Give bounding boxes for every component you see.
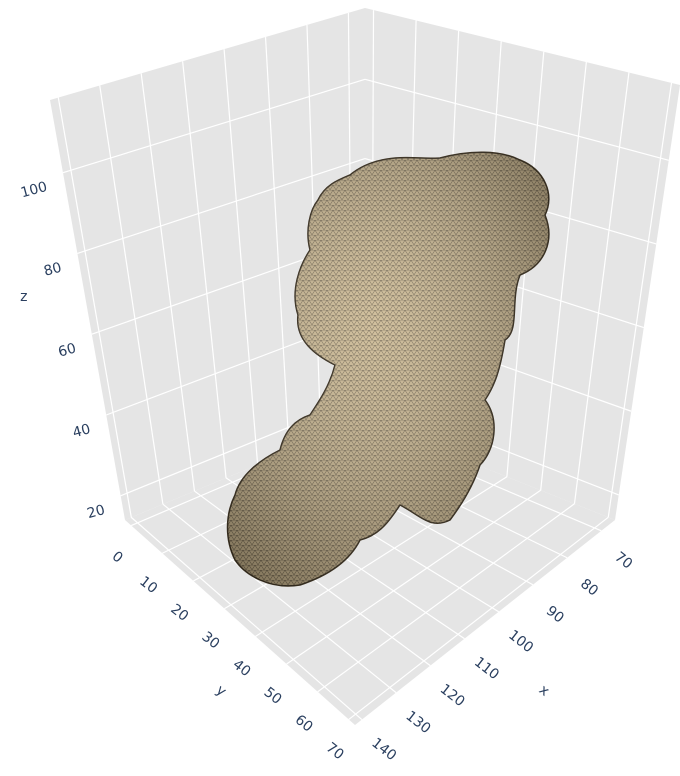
z-tick-label: 40	[71, 421, 92, 441]
x-tick-label: 120	[437, 681, 468, 710]
x-tick-label: 80	[577, 576, 601, 600]
y-tick-label: 20	[167, 601, 191, 625]
x-tick-label: 100	[505, 627, 536, 656]
y-tick-label: 40	[230, 657, 254, 681]
y-tick-label: 70	[323, 740, 347, 764]
y-tick-label: 10	[136, 573, 160, 597]
x-axis-title: x	[536, 682, 552, 700]
x-tick-label: 90	[543, 603, 567, 627]
z-tick-label: 20	[85, 502, 106, 522]
y-tick-label: 60	[292, 712, 316, 736]
x-tick-label: 130	[403, 708, 434, 737]
y-axis-title: y	[213, 682, 229, 700]
x-tick-label: 70	[611, 549, 635, 573]
z-tick-label: 100	[19, 179, 49, 201]
z-tick-label: 80	[42, 260, 63, 280]
y-tick-label: 30	[199, 629, 223, 653]
chart: 7080901001101201301400102030405060702040…	[0, 0, 680, 776]
z-axis-title: z	[20, 289, 27, 305]
y-tick-label: 50	[261, 684, 285, 708]
y-tick-label: 0	[109, 548, 126, 566]
x-tick-label: 110	[471, 654, 502, 683]
z-tick-label: 60	[57, 341, 78, 361]
x-tick-label: 140	[368, 735, 399, 764]
